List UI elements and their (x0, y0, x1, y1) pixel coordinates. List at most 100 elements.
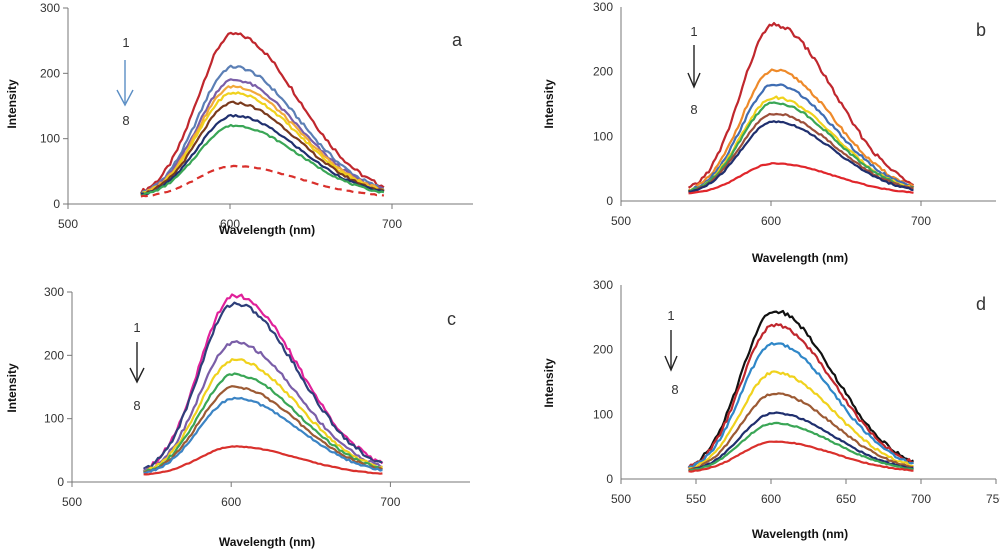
panel-c-arrow-head (129, 367, 145, 384)
x-tick-label: 500 (611, 492, 631, 506)
series-line-5 (688, 101, 914, 193)
panel-c-letter: c (447, 309, 456, 329)
y-tick-label: 100 (593, 407, 613, 421)
y-tick-label: 100 (40, 132, 60, 146)
panel-c: 0 100 200 300 500 600 700 Intensity Wavelength… (5, 285, 470, 549)
y-tick-label: 0 (606, 472, 613, 486)
series-line-8 (688, 162, 914, 195)
panel-b-xlabel: Wavelength (nm) (752, 251, 848, 265)
panel-c-axes: 0 100 200 300 500 600 700 (44, 285, 470, 509)
y-tick-label: 200 (593, 343, 613, 357)
series-line-9 (140, 164, 385, 198)
series-line-7 (688, 421, 914, 473)
x-tick-label: 600 (761, 214, 781, 228)
series-line-3 (688, 341, 914, 469)
series-line-4 (143, 358, 383, 473)
panel-a: 0 100 200 300 500 600 700 Intensity Wavelength… (5, 1, 473, 237)
panel-c-curves (142, 293, 384, 476)
x-tick-label: 700 (911, 492, 931, 506)
panel-a-axes: 0 100 200 300 500 600 700 (40, 1, 473, 231)
y-tick-label: 0 (606, 194, 613, 208)
series-line-2 (140, 64, 384, 195)
y-tick-label: 300 (44, 285, 64, 299)
panel-c-arrow-start-label: 1 (133, 320, 140, 335)
panel-c-xlabel: Wavelength (nm) (219, 535, 315, 549)
panel-a-arrow-start-label: 1 (122, 35, 129, 50)
panel-d-letter: d (976, 294, 986, 314)
x-tick-label: 600 (220, 217, 240, 231)
series-line-6 (140, 100, 385, 197)
y-tick-label: 0 (57, 475, 64, 489)
series-line-5 (143, 372, 383, 474)
panel-b-arrow-end-label: 8 (690, 102, 697, 117)
y-tick-label: 200 (40, 66, 60, 80)
series-line-8 (143, 445, 383, 476)
series-line-2 (143, 301, 383, 470)
y-tick-label: 300 (40, 1, 60, 15)
series-line-1 (688, 309, 915, 469)
panel-c-ylabel: Intensity (5, 363, 19, 413)
x-tick-label: 550 (686, 492, 706, 506)
panel-a-curves (139, 31, 385, 198)
panel-d-curves (687, 309, 915, 473)
panel-d-ylabel: Intensity (542, 358, 556, 408)
y-tick-label: 0 (53, 197, 60, 211)
series-line-8 (688, 440, 914, 473)
x-tick-label: 500 (62, 495, 82, 509)
panel-b-arrow-head (687, 72, 701, 89)
panel-d-arrow: 1 8 (664, 308, 679, 397)
series-line-1 (687, 22, 914, 189)
series-line-2 (687, 322, 914, 469)
x-tick-label: 750 (986, 492, 1000, 506)
series-line-8 (140, 123, 385, 197)
panel-d-arrow-head (664, 355, 678, 372)
y-tick-label: 300 (593, 278, 613, 292)
y-tick-label: 100 (44, 412, 64, 426)
y-tick-label: 200 (593, 65, 613, 79)
panel-b: 0 100 200 300 500 600 700 Intensity Wavelength… (542, 0, 996, 265)
x-tick-label: 700 (911, 214, 931, 228)
panel-b-ylabel: Intensity (542, 79, 556, 129)
panel-b-axes: 0 100 200 300 500 600 700 (593, 0, 996, 228)
series-line-3 (142, 340, 383, 473)
panel-d-axes: 0 100 200 300 500 550 600 650 700 750 (593, 278, 1000, 506)
panel-b-letter: b (976, 20, 986, 40)
x-tick-label: 600 (221, 495, 241, 509)
panel-d-xlabel: Wavelength (nm) (752, 527, 848, 541)
x-tick-label: 650 (836, 492, 856, 506)
series-line-6 (688, 112, 914, 193)
panel-d-arrow-start-label: 1 (667, 308, 674, 323)
x-tick-label: 500 (58, 217, 78, 231)
series-line-3 (688, 83, 914, 192)
series-line-5 (140, 91, 384, 196)
panel-b-arrow: 1 8 (687, 24, 701, 117)
series-line-2 (687, 68, 915, 192)
series-line-6 (143, 385, 383, 474)
series-line-6 (688, 411, 914, 472)
panel-c-arrow-end-label: 8 (133, 398, 140, 413)
y-tick-label: 200 (44, 348, 64, 362)
panel-d-arrow-end-label: 8 (671, 382, 678, 397)
panel-a-letter: a (452, 30, 463, 50)
series-line-7 (143, 396, 383, 475)
panel-a-xlabel: Wavelength (nm) (219, 223, 315, 237)
x-tick-label: 700 (382, 217, 402, 231)
series-line-7 (688, 120, 914, 193)
panel-c-arrow: 1 8 (129, 320, 145, 413)
series-line-4 (140, 84, 385, 196)
panel-b-curves (687, 22, 915, 195)
panel-a-arrow-end-label: 8 (122, 113, 129, 128)
y-tick-label: 300 (593, 0, 613, 14)
series-line-1 (139, 31, 385, 195)
panel-a-ylabel: Intensity (5, 79, 19, 129)
x-tick-label: 700 (380, 495, 400, 509)
y-tick-label: 100 (593, 129, 613, 143)
series-line-5 (688, 392, 914, 471)
panel-a-arrow: 1 8 (116, 35, 134, 128)
series-line-4 (688, 370, 914, 470)
x-tick-label: 500 (611, 214, 631, 228)
panel-b-arrow-start-label: 1 (690, 24, 697, 39)
panel-a-arrow-head (116, 89, 134, 107)
panel-d: 0 100 200 300 500 550 600 650 700 750 Intensity W… (542, 278, 1000, 541)
